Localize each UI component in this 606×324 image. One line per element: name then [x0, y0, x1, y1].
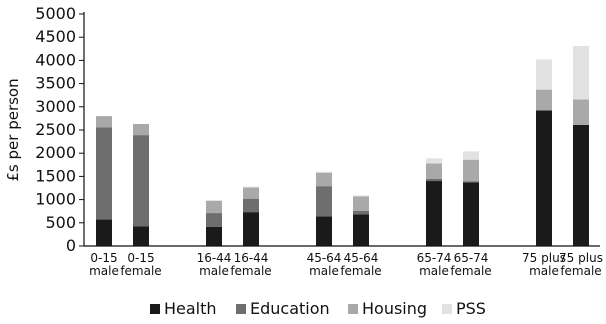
bar-segment-education	[353, 210, 369, 215]
y-tick-label: 4000	[35, 50, 76, 69]
x-tick-label: 16-44	[234, 251, 269, 265]
bar-segment-pss	[316, 171, 332, 173]
bar-segment-housing	[133, 123, 149, 136]
bar-segment-housing	[353, 196, 369, 211]
bar-segment-health	[316, 216, 332, 246]
x-tick-label: female	[560, 264, 601, 278]
x-tick-label: female	[450, 264, 491, 278]
x-tick-label: 65-74	[454, 251, 489, 265]
y-tick-label: 3000	[35, 97, 76, 116]
bar-segment-pss	[426, 158, 442, 164]
x-tick-label: male	[419, 264, 449, 278]
x-tick-label: female	[230, 264, 271, 278]
x-tick-label: male	[529, 264, 559, 278]
bar-segment-housing	[96, 116, 112, 128]
y-tick-label: 500	[45, 213, 76, 232]
bar-segment-pss	[536, 59, 552, 90]
axes	[83, 12, 600, 247]
legend-swatch-pss	[442, 304, 452, 314]
y-tick-label: 1500	[35, 166, 76, 185]
x-tick-label: 75 plus	[559, 251, 603, 265]
bar-segment-health	[426, 181, 442, 246]
y-tick-label: 4500	[35, 27, 76, 46]
legend-swatch-health	[150, 304, 160, 314]
x-tick-label: 45-64	[344, 251, 379, 265]
bar-segment-education	[206, 213, 222, 227]
y-axis-label: £s per person	[4, 78, 22, 181]
bar-segment-housing	[573, 99, 589, 125]
y-tick-label: 1000	[35, 190, 76, 209]
bar-segment-pss	[353, 195, 369, 197]
y-tick-label: 0	[66, 236, 76, 255]
x-tick-label: 65-74	[417, 251, 452, 265]
x-tick-label: female	[120, 264, 161, 278]
bar-segment-pss	[573, 46, 589, 100]
legend-label-housing: Housing	[362, 299, 427, 318]
bars	[96, 46, 589, 247]
bar-segment-education	[426, 178, 442, 182]
bar-segment-health	[573, 124, 589, 246]
x-tick-label: 75 plus	[522, 251, 566, 265]
bar-segment-housing	[536, 89, 552, 111]
x-tick-label: male	[309, 264, 339, 278]
x-tick-label: 16-44	[197, 251, 232, 265]
bar-segment-education	[133, 135, 149, 227]
legend: Health Education Housing PSS	[150, 299, 486, 318]
bar-segment-housing	[206, 200, 222, 214]
bar-segment-education	[463, 181, 479, 183]
legend-swatch-housing	[348, 304, 358, 314]
y-axis-ticks: 0 500 1000 1500 2000 2500 3000 3500 4000 4500 5000	[35, 4, 84, 255]
y-tick-label: 5000	[35, 4, 76, 23]
x-tick-label: male	[199, 264, 229, 278]
bar-segment-health	[536, 110, 552, 247]
bar-segment-health	[133, 226, 149, 246]
y-tick-label: 2000	[35, 143, 76, 162]
y-tick-label: 3500	[35, 74, 76, 93]
bar-segment-health	[243, 212, 259, 246]
x-tick-label: 0-15	[90, 251, 117, 265]
bar-segment-health	[96, 219, 112, 246]
bar-segment-health	[353, 214, 369, 246]
x-tick-label: 0-15	[127, 251, 154, 265]
legend-label-health: Health	[164, 299, 217, 318]
legend-swatch-education	[236, 304, 246, 314]
bar-segment-pss	[243, 186, 259, 188]
bar-segment-pss	[206, 200, 222, 201]
x-tick-label: female	[340, 264, 381, 278]
bar-segment-education	[96, 127, 112, 220]
y-tick-label: 2500	[35, 120, 76, 139]
bar-segment-education	[243, 198, 259, 213]
bar-segment-education	[316, 186, 332, 217]
bar-segment-pss	[463, 151, 479, 160]
bar-segment-housing	[463, 159, 479, 182]
bar-segment-housing	[243, 187, 259, 199]
legend-label-education: Education	[250, 299, 330, 318]
bar-segment-housing	[426, 163, 442, 179]
x-tick-label: 45-64	[307, 251, 342, 265]
bar-segment-health	[206, 226, 222, 246]
x-tick-label: male	[89, 264, 119, 278]
legend-label-pss: PSS	[456, 299, 486, 318]
bar-segment-housing	[316, 172, 332, 187]
bar-segment-health	[463, 182, 479, 246]
x-axis-labels: 0-15male0-15female16-44male16-44female45…	[89, 251, 603, 278]
